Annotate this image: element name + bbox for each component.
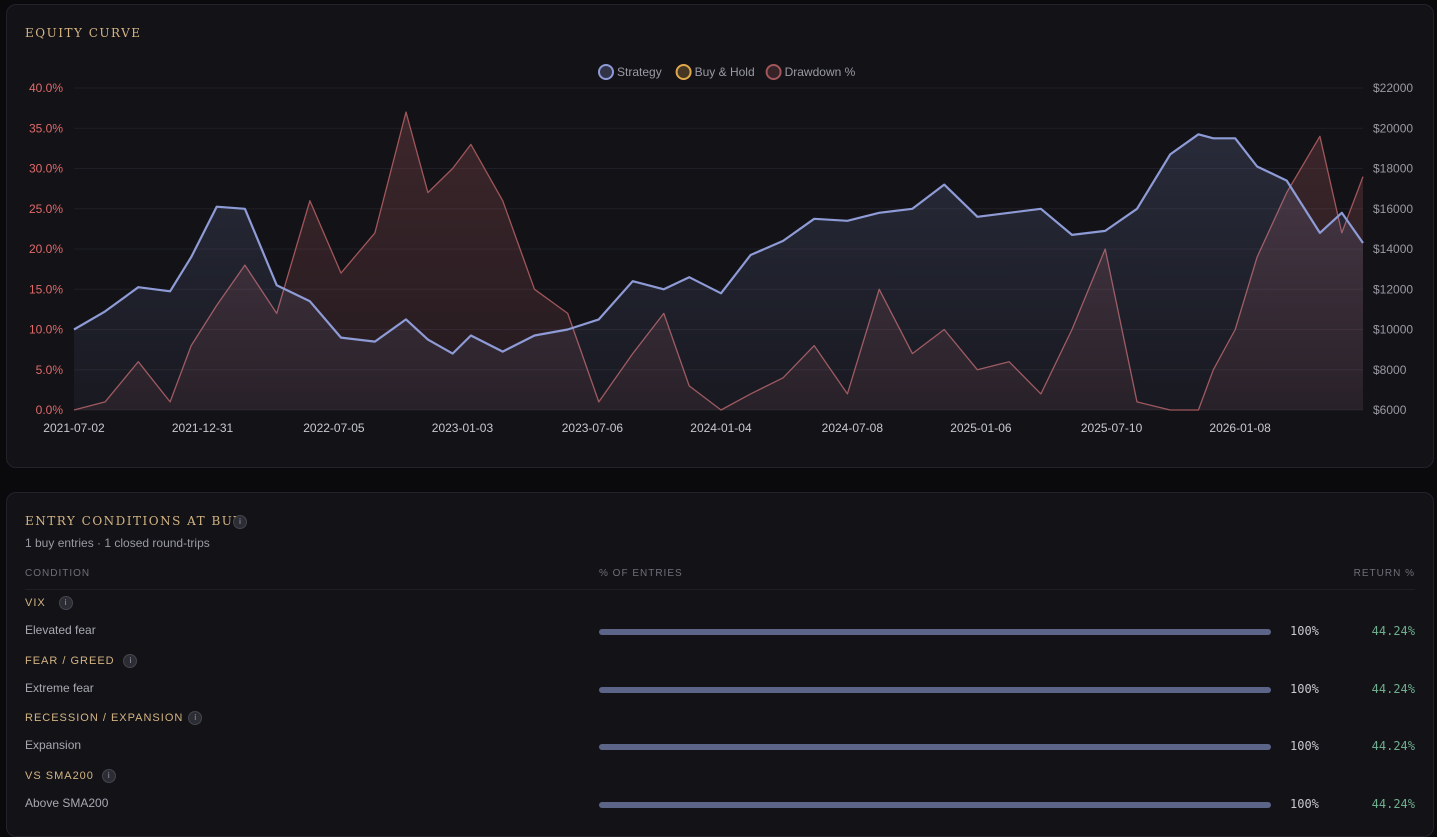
condition-value: Elevated fear bbox=[25, 623, 96, 637]
y-left-tick-label: 25.0% bbox=[29, 202, 63, 216]
entries-percent: 100% bbox=[1290, 739, 1319, 753]
x-tick-label: 2023-01-03 bbox=[432, 421, 494, 435]
entry-conditions-subtitle: 1 buy entries · 1 closed round-trips bbox=[25, 536, 210, 550]
x-tick-label: 2025-01-06 bbox=[950, 421, 1012, 435]
return-percent: 44.24% bbox=[1371, 681, 1415, 696]
y-left-tick-label: 30.0% bbox=[29, 162, 63, 176]
return-percent: 44.24% bbox=[1371, 739, 1415, 753]
condition-row: FEAR / GREED i Extreme fear 100% 44.24% bbox=[7, 653, 1433, 711]
condition-name: VIX bbox=[25, 597, 46, 609]
equity-curve-title: EQUITY CURVE bbox=[25, 26, 142, 40]
x-tick-label: 2021-07-02 bbox=[43, 421, 105, 435]
legend-marker bbox=[675, 64, 692, 80]
entry-conditions-panel: ENTRY CONDITIONS AT BUY i 1 buy entries … bbox=[6, 492, 1434, 837]
return-percent: 44.24% bbox=[1371, 624, 1415, 638]
equity-curve-chart: 0.0% 5.0% 10.0% 15.0% 20.0% 25.0% 30.0% 35.0% 40… bbox=[29, 64, 1413, 435]
y-right-tick-label: $6000 bbox=[1373, 403, 1407, 417]
condition-name: FEAR / GREED bbox=[25, 654, 115, 667]
entries-bar-fill bbox=[599, 686, 1271, 693]
entries-percent: 100% bbox=[1290, 796, 1319, 811]
y-right-tick-label: $10000 bbox=[1373, 323, 1413, 337]
entries-bar-fill bbox=[599, 801, 1271, 808]
header-divider bbox=[25, 589, 1415, 590]
y-right-tick-label: $12000 bbox=[1373, 282, 1413, 296]
y-left-tick-label: 15.0% bbox=[29, 282, 63, 296]
column-header-entries: % OF ENTRIES bbox=[599, 568, 683, 579]
entries-bar-fill bbox=[599, 744, 1271, 750]
x-tick-label: 2025-07-10 bbox=[1081, 421, 1143, 435]
entry-conditions-title: ENTRY CONDITIONS AT BUY bbox=[25, 514, 243, 528]
y-left-tick-label: 35.0% bbox=[29, 121, 63, 135]
info-icon[interactable]: i bbox=[58, 596, 73, 610]
condition-name: VS SMA200 bbox=[25, 769, 94, 782]
entries-bar-track bbox=[599, 744, 1271, 750]
y-right-tick-label: $18000 bbox=[1373, 162, 1413, 176]
y-right-tick-label: $16000 bbox=[1373, 202, 1413, 216]
x-tick-label: 2024-07-08 bbox=[822, 421, 884, 435]
entries-bar-track bbox=[599, 686, 1271, 693]
condition-row: VS SMA200 i Above SMA200 100% 44.24% bbox=[7, 768, 1433, 826]
condition-value: Above SMA200 bbox=[25, 795, 109, 810]
y-right-tick-label: $14000 bbox=[1373, 242, 1413, 256]
condition-value: Extreme fear bbox=[25, 680, 94, 695]
info-icon[interactable]: i bbox=[188, 711, 203, 725]
entries-percent: 100% bbox=[1290, 624, 1319, 638]
y-right-tick-label: $20000 bbox=[1373, 121, 1413, 135]
strategy-series-line bbox=[73, 133, 1364, 355]
y-left-tick-label: 20.0% bbox=[29, 242, 63, 256]
x-tick-label: 2024-01-04 bbox=[690, 421, 752, 435]
legend-label: Buy & Hold bbox=[695, 65, 755, 79]
x-tick-label: 2023-07-06 bbox=[562, 421, 624, 435]
equity-curve-panel: EQUITY CURVE 0.0% 5.0% 10.0% 15.0% 20.0% 25.0… bbox=[6, 4, 1434, 468]
entries-bar-track bbox=[599, 801, 1271, 808]
return-percent: 44.24% bbox=[1371, 796, 1415, 811]
strategy-series-area bbox=[74, 134, 1363, 411]
condition-row: RECESSION / EXPANSION i Expansion 100% 44.24… bbox=[7, 711, 1433, 768]
legend-label: Strategy bbox=[617, 65, 662, 79]
x-tick-label: 2022-07-05 bbox=[303, 421, 365, 435]
entries-bar-fill bbox=[599, 629, 1271, 635]
y-left-tick-label: 0.0% bbox=[36, 403, 64, 417]
column-header-condition: CONDITION bbox=[25, 568, 91, 579]
condition-name: RECESSION / EXPANSION bbox=[25, 712, 184, 724]
x-tick-label: 2026-01-08 bbox=[1209, 421, 1271, 435]
info-icon[interactable]: i bbox=[233, 515, 247, 529]
entries-percent: 100% bbox=[1290, 681, 1319, 696]
info-icon[interactable]: i bbox=[123, 653, 138, 668]
y-left-tick-label: 10.0% bbox=[29, 323, 63, 337]
y-right-tick-label: $22000 bbox=[1373, 81, 1413, 95]
legend-label: Drawdown % bbox=[785, 65, 856, 79]
y-left-tick-label: 40.0% bbox=[29, 81, 63, 95]
y-left-tick-label: 5.0% bbox=[36, 363, 64, 377]
legend-marker bbox=[598, 64, 614, 80]
entries-bar-track bbox=[599, 629, 1271, 635]
legend-marker bbox=[765, 64, 782, 80]
column-header-return: RETURN % bbox=[1353, 568, 1415, 579]
info-icon[interactable]: i bbox=[101, 768, 116, 783]
condition-row: VIX i Elevated fear 100% 44.24% bbox=[7, 596, 1433, 653]
condition-value: Expansion bbox=[25, 738, 82, 752]
y-right-tick-label: $8000 bbox=[1373, 363, 1407, 377]
x-tick-label: 2021-12-31 bbox=[172, 421, 234, 435]
